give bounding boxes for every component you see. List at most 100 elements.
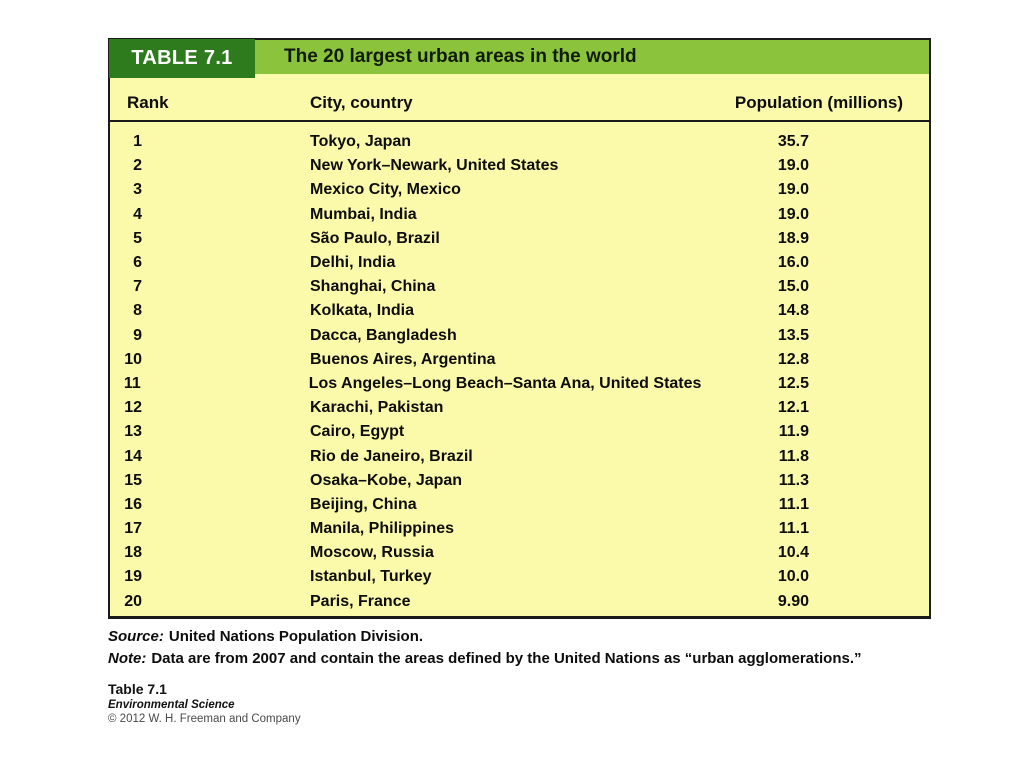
note-line: Note: Data are from 2007 and contain the … — [108, 648, 938, 670]
population-cell: 10.4 — [777, 544, 809, 562]
city-cell: Beijing, China — [310, 495, 417, 513]
table-row: 4 Mumbai, India 19.0 — [110, 203, 929, 227]
population-cell: 19.0 — [777, 205, 809, 223]
city-cell: New York–Newark, United States — [310, 157, 559, 175]
table-label: TABLE 7.1 — [109, 39, 255, 78]
population-cell: 35.7 — [777, 133, 809, 151]
population-cell: 19.0 — [777, 181, 809, 199]
city-cell: Manila, Philippines — [310, 520, 455, 538]
attribution-copyright: © 2012 W. H. Freeman and Company — [108, 713, 301, 725]
city-cell: Tokyo, Japan — [310, 133, 412, 151]
note-text: Data are from 2007 and contain the areas… — [151, 650, 862, 667]
rank-cell: 17 — [124, 520, 142, 538]
table-row: 8 Kolkata, India 14.8 — [110, 299, 929, 323]
population-cell: 10.0 — [777, 568, 809, 586]
table-row: 7 Shanghai, China 15.0 — [110, 275, 929, 299]
attribution-book-title: Environmental Science — [108, 699, 235, 711]
population-cell: 11.1 — [778, 520, 809, 538]
city-cell: Los Angeles–Long Beach–Santa Ana, United… — [308, 374, 702, 392]
table-row: 6 Delhi, India 16.0 — [110, 251, 929, 275]
population-cell: 11.3 — [778, 471, 809, 489]
source-line: Source: United Nations Population Divisio… — [108, 626, 938, 648]
footnotes: Source: United Nations Population Divisio… — [108, 626, 938, 670]
population-cell: 15.0 — [777, 278, 809, 296]
city-cell: Karachi, Pakistan — [310, 399, 444, 417]
column-header-city: City, country — [310, 93, 413, 112]
table-row: 18 Moscow, Russia 10.4 — [110, 541, 929, 565]
city-cell: Osaka–Kobe, Japan — [310, 471, 463, 489]
note-label: Note: — [108, 650, 147, 667]
rank-cell: 8 — [133, 302, 142, 320]
table-row: 15 Osaka–Kobe, Japan 11.3 — [110, 469, 929, 493]
city-cell: Shanghai, China — [310, 278, 436, 296]
city-cell: Paris, France — [310, 592, 411, 610]
population-cell: 19.0 — [777, 157, 809, 175]
rank-cell: 9 — [133, 326, 142, 344]
city-cell: Kolkata, India — [310, 302, 415, 320]
column-header-population: Population (millions) — [734, 93, 903, 112]
table-row: 20 Paris, France 9.90 — [110, 590, 929, 614]
attribution-figure-number: Table 7.1 — [108, 681, 167, 697]
population-cell: 18.9 — [777, 229, 809, 247]
population-cell: 16.0 — [777, 254, 809, 272]
city-cell: Moscow, Russia — [310, 544, 434, 562]
rank-cell: 1 — [133, 133, 142, 151]
rank-cell: 3 — [133, 181, 142, 199]
table-body: 1 Tokyo, Japan 35.7 2 New York–Newark, U… — [110, 122, 929, 614]
rank-cell: 11 — [123, 374, 141, 392]
table-row: 10 Buenos Aires, Argentina 12.8 — [110, 348, 929, 372]
rank-cell: 5 — [133, 229, 142, 247]
rank-cell: 10 — [124, 350, 142, 368]
city-cell: Dacca, Bangladesh — [310, 326, 457, 344]
table-row: 2 New York–Newark, United States 19.0 — [110, 154, 929, 178]
rank-cell: 20 — [124, 592, 142, 610]
rank-cell: 18 — [124, 544, 142, 562]
table-figure: TABLE 7.1 The 20 largest urban areas in … — [108, 38, 931, 619]
table-row: 17 Manila, Philippines 11.1 — [110, 517, 929, 541]
city-cell: Mexico City, Mexico — [310, 181, 461, 199]
column-header-row: Rank City, country Population (millions) — [110, 74, 929, 122]
population-cell: 12.5 — [777, 374, 809, 392]
population-cell: 13.5 — [777, 326, 809, 344]
rank-cell: 19 — [124, 568, 142, 586]
population-cell: 14.8 — [777, 302, 809, 320]
city-cell: Cairo, Egypt — [310, 423, 405, 441]
city-cell: Rio de Janeiro, Brazil — [310, 447, 473, 465]
table-row: 11 Los Angeles–Long Beach–Santa Ana, Uni… — [110, 372, 929, 396]
city-cell: São Paulo, Brazil — [310, 229, 440, 247]
city-cell: Istanbul, Turkey — [310, 568, 432, 586]
population-cell: 11.1 — [778, 495, 809, 513]
table-row: 3 Mexico City, Mexico 19.0 — [110, 178, 929, 202]
rank-cell: 7 — [133, 278, 142, 296]
attribution: Table 7.1 Environmental Science © 2012 W… — [108, 681, 301, 726]
rank-cell: 6 — [133, 254, 142, 272]
table-row: 9 Dacca, Bangladesh 13.5 — [110, 324, 929, 348]
rank-cell: 15 — [124, 471, 142, 489]
table-row: 16 Beijing, China 11.1 — [110, 493, 929, 517]
population-cell: 12.1 — [777, 399, 809, 417]
table-header-bar: TABLE 7.1 The 20 largest urban areas in … — [109, 39, 929, 78]
table-row: 1 Tokyo, Japan 35.7 — [110, 130, 929, 154]
table-row: 12 Karachi, Pakistan 12.1 — [110, 396, 929, 420]
table-row: 13 Cairo, Egypt 11.9 — [110, 420, 929, 444]
rank-cell: 2 — [133, 157, 142, 175]
population-cell: 9.90 — [777, 592, 809, 610]
population-cell: 11.8 — [778, 447, 809, 465]
rank-cell: 4 — [133, 205, 142, 223]
city-cell: Delhi, India — [310, 254, 396, 272]
rank-cell: 16 — [124, 495, 142, 513]
rank-cell: 12 — [124, 399, 142, 417]
population-cell: 11.9 — [778, 423, 809, 441]
table-title: The 20 largest urban areas in the world — [284, 46, 637, 67]
city-cell: Buenos Aires, Argentina — [310, 350, 496, 368]
population-cell: 12.8 — [777, 350, 809, 368]
rank-cell: 13 — [124, 423, 142, 441]
table-row: 14 Rio de Janeiro, Brazil 11.8 — [110, 444, 929, 468]
table-row: 19 Istanbul, Turkey 10.0 — [110, 565, 929, 589]
rank-cell: 14 — [124, 447, 142, 465]
table-row: 5 São Paulo, Brazil 18.9 — [110, 227, 929, 251]
source-text: United Nations Population Division. — [168, 628, 424, 645]
source-label: Source: — [108, 628, 164, 645]
city-cell: Mumbai, India — [310, 205, 417, 223]
column-header-rank: Rank — [127, 93, 169, 112]
